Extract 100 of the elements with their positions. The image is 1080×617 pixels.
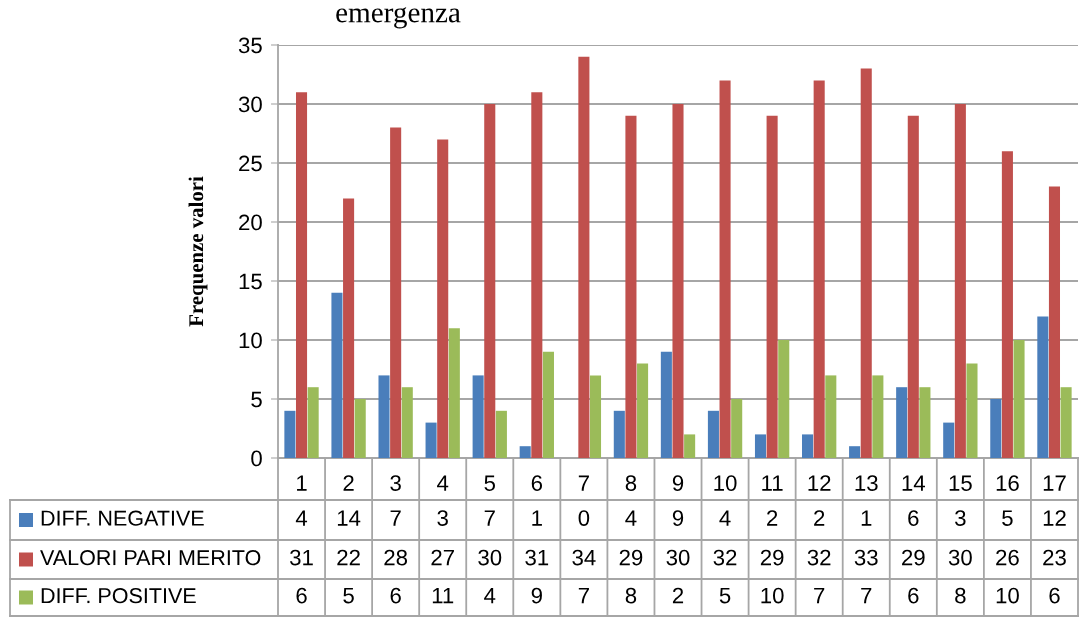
data-label: 6 <box>908 587 919 604</box>
data-label: 4 <box>719 510 731 526</box>
x-tick-label: 2 <box>343 475 354 491</box>
legend-label: DIFF. NEGATIVE <box>41 510 204 526</box>
bar <box>849 446 861 458</box>
x-tick-label: 6 <box>531 475 543 491</box>
y-tick-label: 10 <box>239 332 262 349</box>
data-label: 4 <box>625 510 637 526</box>
x-tick-label: 5 <box>484 475 496 491</box>
bar <box>766 115 778 458</box>
bar <box>378 375 390 458</box>
bar <box>990 399 1002 458</box>
bar <box>307 387 319 458</box>
bar <box>707 410 719 458</box>
data-label: 30 <box>478 549 502 566</box>
bar <box>284 410 296 458</box>
data-label: 5 <box>719 587 731 604</box>
bar <box>531 92 543 458</box>
bar <box>625 115 637 458</box>
data-label: 5 <box>343 587 354 604</box>
data-label: 12 <box>1043 510 1066 526</box>
data-label: 8 <box>625 587 637 604</box>
data-label: 10 <box>761 587 784 604</box>
data-label: 7 <box>484 510 495 526</box>
x-tick-label: 11 <box>762 475 783 491</box>
x-tick-label: 15 <box>949 475 972 491</box>
bar <box>825 375 837 458</box>
data-label: 9 <box>672 510 684 526</box>
y-tick-label: 0 <box>251 450 262 467</box>
bar <box>448 328 460 458</box>
bar <box>519 446 531 458</box>
data-label: 31 <box>290 549 313 566</box>
data-label: 7 <box>578 587 589 604</box>
bar <box>437 139 449 458</box>
data-label: 6 <box>390 587 401 604</box>
x-tick-label: 12 <box>808 475 831 491</box>
y-tick-label: 15 <box>239 273 262 290</box>
x-tick-label: 3 <box>390 475 401 491</box>
bar <box>966 363 978 458</box>
bar <box>954 104 966 458</box>
x-tick-label: 16 <box>996 475 1019 491</box>
x-tick-label: 1 <box>297 475 307 491</box>
data-label: 4 <box>295 510 308 526</box>
data-label: 4 <box>484 587 496 604</box>
data-label: 6 <box>908 510 919 526</box>
data-label: 22 <box>337 549 360 566</box>
x-tick-label: 13 <box>855 475 878 491</box>
legend-label: VALORI PARI MERITO <box>40 550 261 566</box>
bar <box>484 104 496 458</box>
y-tick-label: 35 <box>238 37 262 54</box>
data-label: 29 <box>902 549 925 566</box>
data-label: 10 <box>996 587 1019 604</box>
data-label: 9 <box>531 587 542 604</box>
bar <box>1013 340 1025 458</box>
bar <box>731 399 743 458</box>
data-label: 32 <box>713 549 737 566</box>
data-label: 8 <box>955 587 966 604</box>
bar <box>542 351 554 458</box>
data-label: 7 <box>861 587 872 604</box>
y-tick-label: 25 <box>239 155 262 172</box>
data-label: 29 <box>760 549 784 566</box>
bar <box>660 351 672 458</box>
data-label: 27 <box>431 549 454 566</box>
x-tick-label: 8 <box>625 475 637 491</box>
x-tick-label: 9 <box>672 475 684 491</box>
y-tick-label: 30 <box>238 96 262 113</box>
legend-label: DIFF. POSITIVE <box>41 588 196 604</box>
data-label: 3 <box>437 510 448 526</box>
bar <box>495 410 507 458</box>
bar <box>813 80 825 458</box>
bar <box>390 127 402 458</box>
data-label: 1 <box>861 510 872 526</box>
bar <box>1060 387 1072 458</box>
x-tick-label: 10 <box>714 475 737 491</box>
bar <box>684 434 696 458</box>
data-label: 11 <box>432 587 454 604</box>
data-label: 34 <box>572 549 596 566</box>
bar <box>331 292 343 458</box>
data-label: 0 <box>578 510 590 526</box>
y-tick-label: 5 <box>251 391 262 408</box>
data-label: 2 <box>672 587 684 604</box>
bar <box>1048 186 1061 458</box>
y-tick-label: 20 <box>239 214 262 231</box>
bar <box>872 375 884 458</box>
data-label: 33 <box>854 549 878 566</box>
data-label: 30 <box>666 549 690 566</box>
x-tick-label: 4 <box>437 475 449 491</box>
bar <box>637 363 649 458</box>
bar <box>472 375 484 458</box>
bar <box>354 399 366 458</box>
x-tick-label: 14 <box>902 475 925 491</box>
chart-title: emergenza <box>336 7 461 29</box>
bar <box>896 387 908 458</box>
data-label: 30 <box>948 549 972 566</box>
x-tick-label: 17 <box>1043 475 1066 491</box>
x-tick-label: 7 <box>578 475 589 491</box>
bar <box>295 92 308 458</box>
y-axis-title: Frequenze valori <box>188 176 208 327</box>
data-label: 5 <box>1002 510 1013 526</box>
bar <box>860 68 872 458</box>
